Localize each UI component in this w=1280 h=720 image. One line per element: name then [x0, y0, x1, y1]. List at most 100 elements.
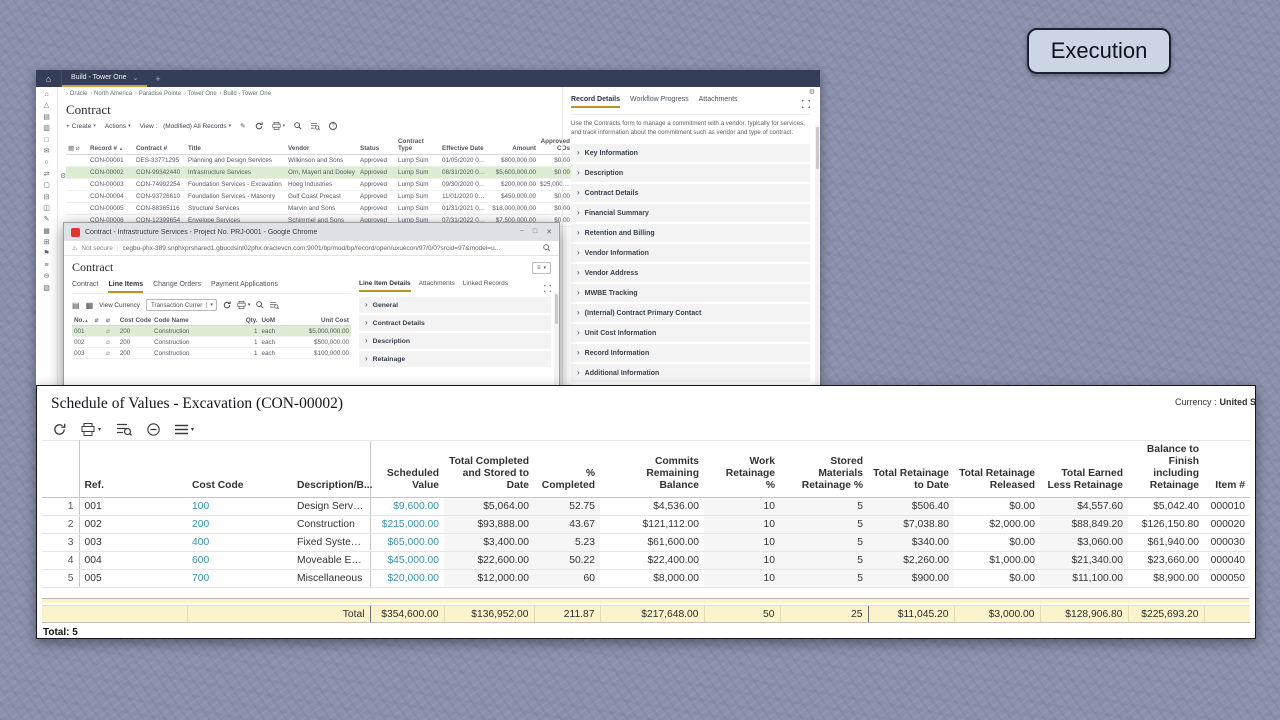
breadcrumb-item[interactable]: › Paradise Pointe — [135, 91, 182, 97]
accordion-section[interactable]: › Unit Cost Information — [571, 324, 810, 343]
accordion-section[interactable]: › Description — [571, 164, 810, 183]
col-retainage-to-date[interactable]: Total Retainage to Date — [868, 440, 954, 498]
col-no[interactable]: No.▲ — [72, 315, 93, 326]
accordion-section[interactable]: › Retention and Billing — [571, 224, 810, 243]
cost-code-link[interactable]: 100 — [187, 497, 292, 516]
accordion-section[interactable]: › Key Information — [571, 144, 810, 163]
help-icon[interactable]: ? — [329, 122, 338, 130]
menu-icon[interactable]: ▾ — [175, 424, 194, 435]
chevron-down-icon[interactable]: ▾ — [206, 302, 216, 308]
col-earned-less-retainage[interactable]: Total Earned Less Retainage — [1040, 440, 1128, 498]
col-code-name[interactable]: Code Name — [152, 315, 239, 326]
grid-select-icon[interactable]: ▦ ⌀ — [66, 136, 88, 155]
list-view-icon[interactable]: ▤ — [72, 300, 80, 310]
nav-icon[interactable]: ⊟ — [43, 193, 50, 201]
scheduled-value-link[interactable]: $9,600.00 — [369, 497, 444, 516]
line-item-row[interactable]: 003 ⌀ 200 Construction 1 each $100,000.0… — [72, 347, 351, 359]
scheduled-value-link[interactable]: $45,000.00 — [369, 551, 444, 570]
nav-icon[interactable]: ✎ — [43, 216, 50, 224]
accordion-section[interactable]: › Additional Information — [571, 364, 810, 383]
breadcrumb-item[interactable]: › Tower One — [184, 91, 217, 97]
collapse-icon[interactable] — [147, 422, 160, 436]
search-icon[interactable] — [294, 122, 302, 130]
minimize-icon[interactable]: − — [519, 228, 524, 235]
col-ref[interactable]: Ref. — [79, 440, 187, 498]
view-selector[interactable]: View : (Modified) All Records ▾ — [139, 122, 232, 130]
nav-icon[interactable]: △ — [43, 102, 50, 110]
col-description[interactable]: Description/B... — [292, 440, 373, 498]
breadcrumb-item[interactable]: › Build - Tower One — [219, 91, 271, 97]
cost-code-link[interactable]: 400 — [187, 533, 292, 552]
col-work-retainage[interactable]: Work Retainage % — [704, 440, 780, 498]
nav-icon[interactable]: ⌂ — [44, 91, 49, 98]
col-status[interactable]: Status — [358, 136, 396, 155]
expand-icon[interactable] — [544, 285, 551, 292]
accordion-section[interactable]: › Retainage — [359, 351, 551, 367]
expand-icon[interactable] — [802, 100, 810, 108]
schedule-row[interactable]: 1 001 100 Design Services $9,600.00 $5,0… — [42, 497, 1250, 516]
panel-tab[interactable]: Record Details — [571, 96, 621, 108]
panel-tab[interactable]: Linked Records — [462, 280, 508, 287]
popup-title-bar[interactable]: Contract - Infrastructure Services - Pro… — [64, 223, 559, 241]
col-cost-code[interactable]: Cost Code — [187, 440, 292, 498]
nav-icon[interactable]: ≡ — [44, 261, 49, 269]
panel-tab[interactable]: Line Item Details — [359, 280, 411, 292]
col-type[interactable]: Contract Type — [396, 136, 440, 155]
schedule-row[interactable]: 2 002 200 Construction $215,000.00 $93,8… — [42, 515, 1250, 534]
col-total-completed[interactable]: Total Completed and Stored to Date — [444, 440, 534, 498]
nav-icon[interactable]: ⚑ — [43, 250, 50, 258]
menu-button[interactable]: ≡ ▾ — [531, 261, 551, 274]
contract-row[interactable]: CON-00005 CON-88365116 Structure Service… — [66, 202, 572, 215]
col-commits-remaining[interactable]: Commits Remaining Balance — [600, 440, 704, 498]
print-icon[interactable]: ▾ — [237, 301, 250, 309]
panel-tab[interactable]: Attachments — [418, 280, 455, 287]
nav-icon[interactable]: ▧ — [43, 284, 50, 292]
currency-select[interactable]: Transaction Currer ▾ — [145, 299, 217, 311]
find-in-grid-icon[interactable] — [311, 122, 321, 130]
nav-icon[interactable]: ⊞ — [43, 239, 50, 247]
contract-row[interactable]: CON-00004 CON-93726610 Foundation Servic… — [66, 190, 572, 203]
scheduled-value-link[interactable]: $20,000.00 — [369, 569, 444, 588]
chevron-down-icon[interactable]: ⌄ — [132, 74, 139, 82]
line-item-row[interactable]: 002 ⌀ 200 Construction 1 each $500,000.0… — [72, 336, 351, 348]
find-in-grid-icon[interactable] — [270, 301, 280, 309]
scrollbar[interactable] — [554, 292, 559, 387]
gear-icon[interactable]: ⚙ — [808, 89, 815, 96]
search-icon[interactable] — [543, 244, 551, 252]
nav-icon[interactable]: ▦ — [43, 227, 50, 235]
nav-icon[interactable]: ✉ — [43, 147, 50, 155]
app-tab-build-tower-one[interactable]: Build - Tower One ⌄ — [62, 70, 148, 87]
print-icon[interactable]: ▾ — [81, 422, 101, 436]
col-record[interactable]: Record # ▲ — [88, 136, 134, 155]
search-icon[interactable] — [256, 301, 264, 309]
line-item-row[interactable]: 001 ⌀ 200 Construction 1 each $5,000,000… — [72, 325, 351, 337]
accordion-section[interactable]: › Record Information — [571, 344, 810, 363]
popup-url-bar[interactable]: ⚠ Not secure | cegbu-phx-389.snphxprshar… — [64, 241, 559, 256]
col-amount[interactable]: Amount — [490, 136, 538, 155]
grid-view-icon[interactable]: ▦ — [85, 300, 94, 310]
col-uom[interactable]: UoM — [259, 315, 287, 326]
col-date[interactable]: Effective Date — [440, 136, 490, 155]
accordion-section[interactable]: › MWBE Tracking — [571, 284, 810, 303]
contract-row[interactable]: CON-00002 CON-99342440 Infrastructure Se… — [66, 166, 572, 179]
panel-tab[interactable]: Attachments — [698, 96, 738, 103]
contract-row[interactable]: CON-00001 DES-33771295 Planning and Desi… — [66, 154, 572, 167]
print-icon[interactable]: ▾ — [272, 122, 285, 130]
col-approved-cos[interactable]: Approved COs — [538, 136, 572, 155]
security-label[interactable]: Not secure — [81, 244, 113, 252]
col-qty[interactable]: Qty. — [238, 315, 260, 326]
refresh-icon[interactable] — [53, 423, 66, 436]
edit-icon[interactable]: ✎ — [240, 123, 246, 130]
accordion-section[interactable]: › Contract Details — [571, 184, 810, 203]
nav-icon[interactable]: ⇄ — [43, 170, 50, 178]
accordion-section[interactable]: › (Internal) Contract Primary Contact — [571, 304, 810, 323]
accordion-section[interactable]: › Description — [359, 333, 551, 349]
actions-button[interactable]: Actions ▾ — [104, 122, 131, 130]
popup-tab[interactable]: Contract — [72, 281, 99, 288]
col-stored-retainage[interactable]: Stored Materials Retainage % — [780, 440, 868, 498]
refresh-icon[interactable] — [223, 301, 231, 309]
home-icon[interactable]: ⌂ — [36, 70, 62, 87]
url-text[interactable]: cegbu-phx-389.snphxprshared1.gbucdsint02… — [122, 244, 501, 252]
col-item[interactable]: Item # — [1204, 440, 1250, 498]
popup-tab[interactable]: Change Orders — [153, 281, 201, 288]
